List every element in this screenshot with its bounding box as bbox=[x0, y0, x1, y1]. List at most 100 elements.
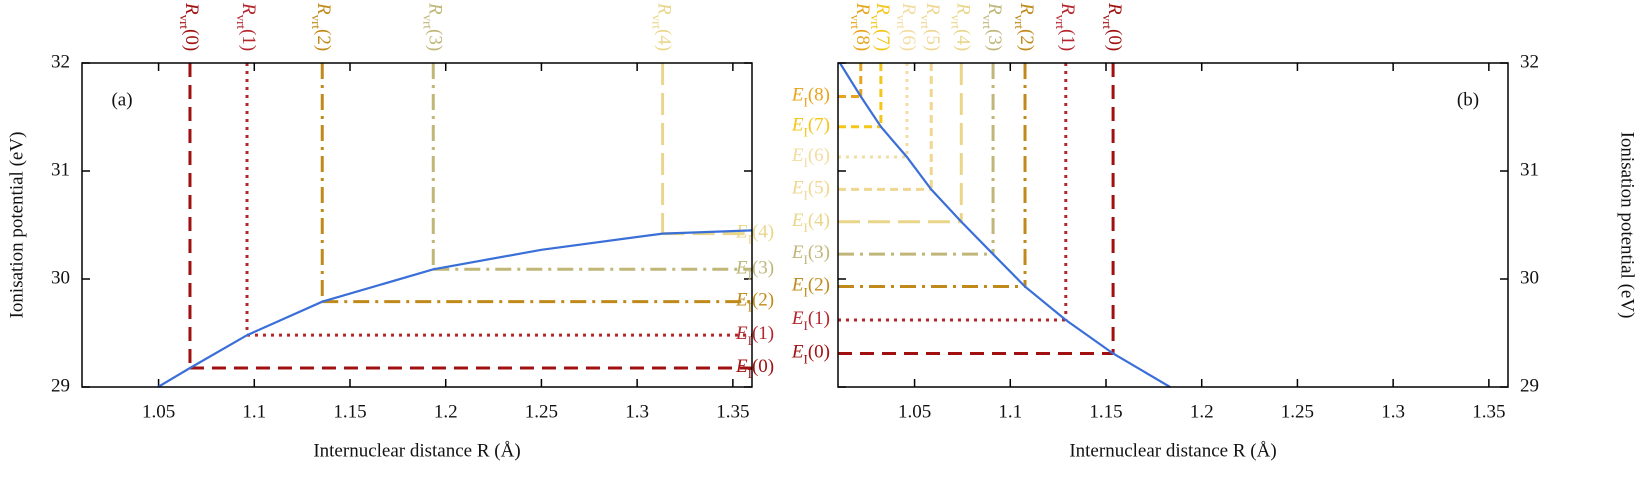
vrt-arg: (7) bbox=[872, 29, 893, 51]
vrt-label: Rvrt(6) bbox=[893, 2, 918, 51]
energy-symbol: E bbox=[791, 275, 804, 296]
vrt-symbol: R bbox=[872, 2, 893, 15]
x-tick-label: 1.05 bbox=[898, 401, 931, 422]
vrt-sub: vrt bbox=[420, 15, 435, 30]
x-tick-label: 1.35 bbox=[716, 401, 749, 422]
vrt-arg: (4) bbox=[952, 29, 973, 51]
energy-sub: I bbox=[804, 253, 808, 268]
vrt-label: Rvrt(7) bbox=[867, 2, 892, 51]
energy-label: EI(0) bbox=[791, 342, 830, 367]
energy-label: EI(6) bbox=[791, 145, 830, 170]
energy-symbol: E bbox=[735, 290, 748, 311]
vrt-arg: (1) bbox=[1056, 29, 1077, 51]
energy-label: EI(2) bbox=[791, 275, 830, 300]
x-axis-label: Internuclear distance R (Å) bbox=[313, 440, 520, 461]
x-tick-label: 1.1 bbox=[998, 401, 1022, 422]
energy-arg: (0) bbox=[752, 356, 774, 377]
vrt-symbol: R bbox=[898, 2, 919, 15]
vrt-symbol: R bbox=[984, 2, 1005, 15]
energy-arg: (3) bbox=[808, 243, 830, 264]
vrt-arg: (2) bbox=[313, 29, 334, 51]
vrt-symbol: R bbox=[851, 2, 872, 15]
panel-label: (a) bbox=[111, 89, 132, 110]
vrt-symbol: R bbox=[1104, 2, 1125, 15]
vrt-label: Rvrt(5) bbox=[918, 2, 943, 51]
vrt-arg: (5) bbox=[922, 29, 943, 51]
energy-sub: I bbox=[804, 125, 808, 140]
vrt-sub: vrt bbox=[234, 15, 249, 30]
energy-symbol: E bbox=[791, 115, 804, 136]
vrt-sub: vrt bbox=[1100, 15, 1115, 30]
energy-sub: I bbox=[748, 334, 752, 349]
x-tick-label: 1.2 bbox=[1190, 401, 1214, 422]
energy-sub: I bbox=[748, 268, 752, 283]
energy-sub: I bbox=[804, 188, 808, 203]
y-tick-label: 29 bbox=[1520, 375, 1539, 396]
vrt-sub: vrt bbox=[1052, 15, 1067, 30]
y-tick-label: 31 bbox=[51, 159, 70, 180]
energy-sub: I bbox=[804, 352, 808, 367]
vrt-symbol: R bbox=[653, 2, 674, 15]
vrt-sub: vrt bbox=[176, 15, 191, 30]
plot-frame bbox=[837, 62, 1509, 388]
vrt-label: Rvrt(3) bbox=[420, 2, 445, 51]
vrt-symbol: R bbox=[181, 2, 202, 15]
x-tick-label: 1.25 bbox=[1281, 401, 1314, 422]
vrt-sub: vrt bbox=[867, 15, 882, 30]
vrt-arg: (0) bbox=[181, 29, 202, 51]
vrt-symbol: R bbox=[424, 2, 445, 15]
energy-arg: (6) bbox=[808, 145, 830, 166]
x-tick-label: 1.3 bbox=[1381, 401, 1405, 422]
y-tick-label: 32 bbox=[1520, 51, 1539, 72]
x-axis-label: Internuclear distance R (Å) bbox=[1069, 440, 1276, 461]
energy-symbol: E bbox=[791, 308, 804, 329]
y-axis-label: Ionisation potential (eV) bbox=[1617, 132, 1638, 319]
vrt-label: Rvrt(1) bbox=[1052, 2, 1077, 51]
vrt-symbol: R bbox=[238, 2, 259, 15]
y-tick-label: 32 bbox=[51, 51, 70, 72]
vrt-symbol: R bbox=[1056, 2, 1077, 15]
vrt-arg: (2) bbox=[1016, 29, 1037, 51]
energy-symbol: E bbox=[791, 210, 804, 231]
vrt-label: Rvrt(8) bbox=[847, 2, 872, 51]
energy-label: EI(7) bbox=[791, 115, 830, 140]
energy-sub: I bbox=[804, 95, 808, 110]
x-tick-label: 1.05 bbox=[142, 401, 175, 422]
y-tick-label: 30 bbox=[51, 267, 70, 288]
vrt-label: Rvrt(2) bbox=[309, 2, 334, 51]
energy-label: EI(8) bbox=[791, 85, 830, 110]
energy-symbol: E bbox=[791, 145, 804, 166]
energy-sub: I bbox=[748, 366, 752, 381]
y-axis-label: Ionisation potential (eV) bbox=[6, 132, 27, 319]
energy-label: EI(5) bbox=[791, 178, 830, 203]
vrt-label: Rvrt(2) bbox=[1012, 2, 1037, 51]
ip-curve bbox=[157, 229, 753, 388]
vrt-label: Rvrt(0) bbox=[176, 2, 201, 51]
energy-symbol: E bbox=[791, 342, 804, 363]
vrt-arg: (6) bbox=[898, 29, 919, 51]
vrt-label: Rvrt(1) bbox=[234, 2, 259, 51]
energy-arg: (2) bbox=[752, 290, 774, 311]
ip-curve bbox=[838, 62, 1171, 388]
energy-sub: I bbox=[804, 155, 808, 170]
energy-sub: I bbox=[748, 232, 752, 247]
energy-arg: (5) bbox=[808, 178, 830, 199]
y-tick-label: 29 bbox=[51, 375, 70, 396]
vrt-sub: vrt bbox=[893, 15, 908, 30]
energy-arg: (4) bbox=[808, 210, 830, 231]
vrt-label: Rvrt(4) bbox=[649, 2, 674, 51]
vrt-arg: (3) bbox=[984, 29, 1005, 51]
vrt-label: Rvrt(3) bbox=[980, 2, 1005, 51]
energy-label: EI(4) bbox=[791, 210, 830, 235]
vrt-label: Rvrt(4) bbox=[948, 2, 973, 51]
x-tick-label: 1.3 bbox=[625, 401, 649, 422]
vrt-symbol: R bbox=[313, 2, 334, 15]
energy-sub: I bbox=[804, 220, 808, 235]
energy-symbol: E bbox=[735, 258, 748, 279]
energy-symbol: E bbox=[735, 356, 748, 377]
vrt-arg: (4) bbox=[653, 29, 674, 51]
vrt-symbol: R bbox=[952, 2, 973, 15]
vrt-sub: vrt bbox=[918, 15, 933, 30]
